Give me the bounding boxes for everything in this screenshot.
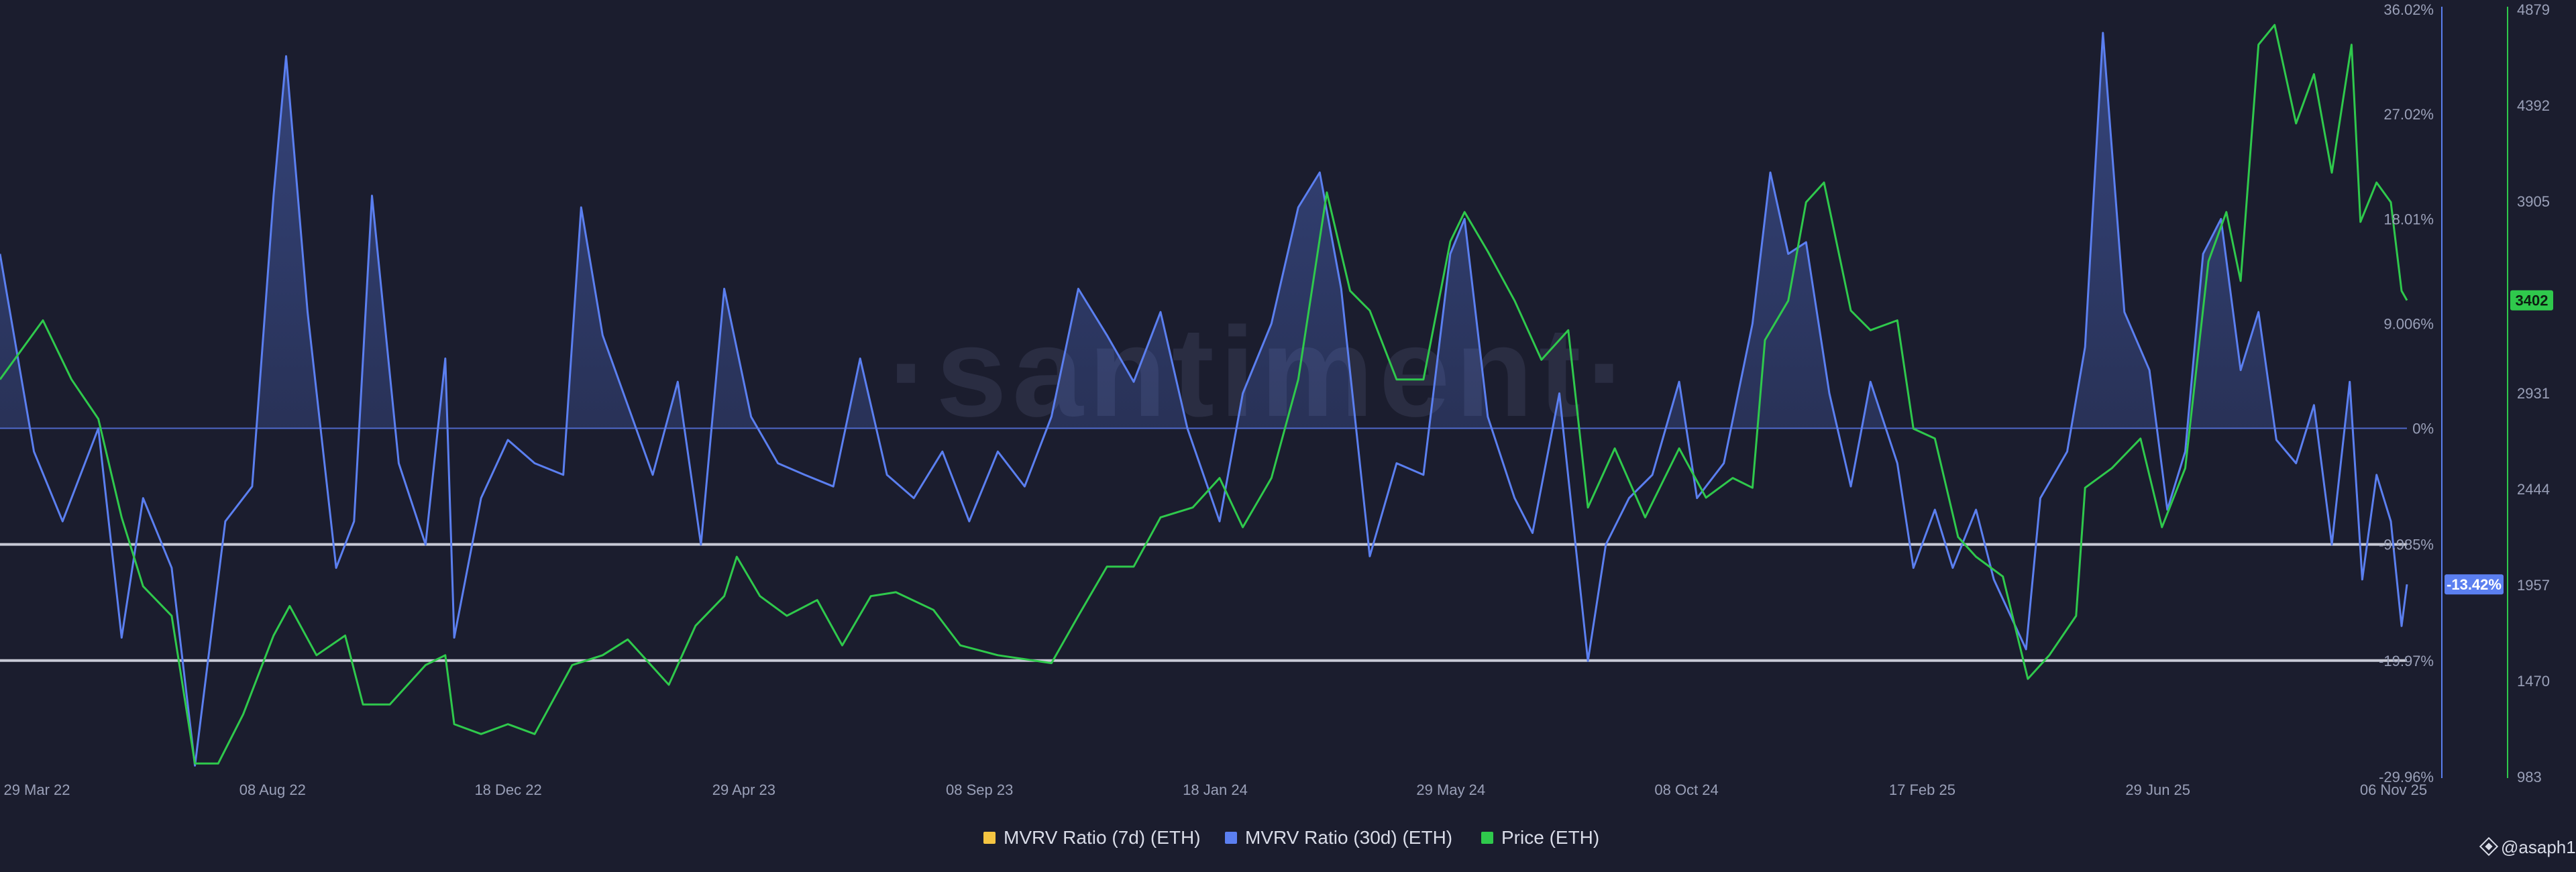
- legend-swatch: [1225, 832, 1237, 844]
- mvrv-tick-label: -19.97%: [2379, 653, 2434, 669]
- reference-lines: [0, 427, 2407, 662]
- legend: MVRV Ratio (7d) (ETH) MVRV Ratio (30d) (E…: [983, 827, 1599, 848]
- x-tick-label: 08 Oct 24: [1654, 781, 1718, 798]
- price-tick-label: 4392: [2517, 97, 2550, 114]
- logo-mark-icon: [2479, 836, 2499, 857]
- x-tick-label: 18 Jan 24: [1183, 781, 1248, 798]
- price-tick-label: 2444: [2517, 481, 2550, 498]
- mvrv-current-value: -13.42%: [2447, 576, 2502, 593]
- series-lines: [0, 23, 2408, 767]
- x-axis-ticks: 29 Mar 22 08 Aug 22 18 Dec 22 29 Apr 23 08 S…: [3, 781, 2427, 798]
- series-line-price: [0, 23, 2408, 765]
- price-tick-label: 3905: [2517, 193, 2550, 210]
- legend-label: Price (ETH): [1501, 827, 1599, 848]
- price-tick-label: 4879: [2517, 1, 2550, 18]
- price-current-badge: [2510, 290, 2553, 311]
- x-tick-label: 08 Aug 22: [239, 781, 306, 798]
- legend-label: MVRV Ratio (7d) (ETH): [1004, 827, 1201, 848]
- x-tick-label: 08 Sep 23: [946, 781, 1013, 798]
- x-tick-label: 29 May 24: [1416, 781, 1485, 798]
- mvrv-tick-label: 27.02%: [2383, 106, 2434, 123]
- credit: @asaph1: [2479, 836, 2576, 857]
- x-tick-label: 29 Mar 22: [3, 781, 70, 798]
- price-tick-label: 1957: [2517, 577, 2550, 594]
- mvrv-tick-label: -29.96%: [2379, 769, 2434, 785]
- series-line-mvrv-30d: [0, 32, 2408, 767]
- mvrv-area-fill: [0, 33, 2407, 429]
- x-tick-label: 18 Dec 22: [474, 781, 541, 798]
- mvrv-tick-label: -9.985%: [2379, 537, 2434, 553]
- x-tick-label: 06 Nov 25: [2360, 781, 2427, 798]
- price-axis-ticks: 48794392390534182931244419571470983: [2517, 1, 2550, 785]
- price-current-value: 3402: [2516, 292, 2548, 309]
- price-tick-label: 2931: [2517, 385, 2550, 402]
- mvrv-area: [0, 33, 2407, 429]
- legend-label: MVRV Ratio (30d) (ETH): [1245, 827, 1452, 848]
- mvrv-axis-ticks: 36.02% 27.02% 18.01% 9.006% 0% -9.985% -19.97%…: [2379, 1, 2434, 785]
- x-tick-label: 17 Feb 25: [1889, 781, 1955, 798]
- credit-text: @asaph1: [2501, 837, 2576, 857]
- mvrv-current-badge: [2445, 574, 2504, 595]
- legend-swatch: [983, 832, 996, 844]
- current-value-badges: -13.42% 3402: [2445, 290, 2553, 595]
- x-tick-label: 29 Jun 25: [2125, 781, 2190, 798]
- mvrv-tick-label: 18.01%: [2383, 211, 2434, 227]
- price-tick-label: 1470: [2517, 673, 2550, 690]
- x-tick-label: 29 Apr 23: [712, 781, 775, 798]
- price-tick-label: 983: [2517, 769, 2542, 785]
- mvrv-tick-label: 0%: [2412, 421, 2434, 437]
- mvrv-tick-label: 9.006%: [2383, 315, 2434, 332]
- mvrv-tick-label: 36.02%: [2383, 1, 2434, 18]
- legend-swatch: [1481, 832, 1493, 844]
